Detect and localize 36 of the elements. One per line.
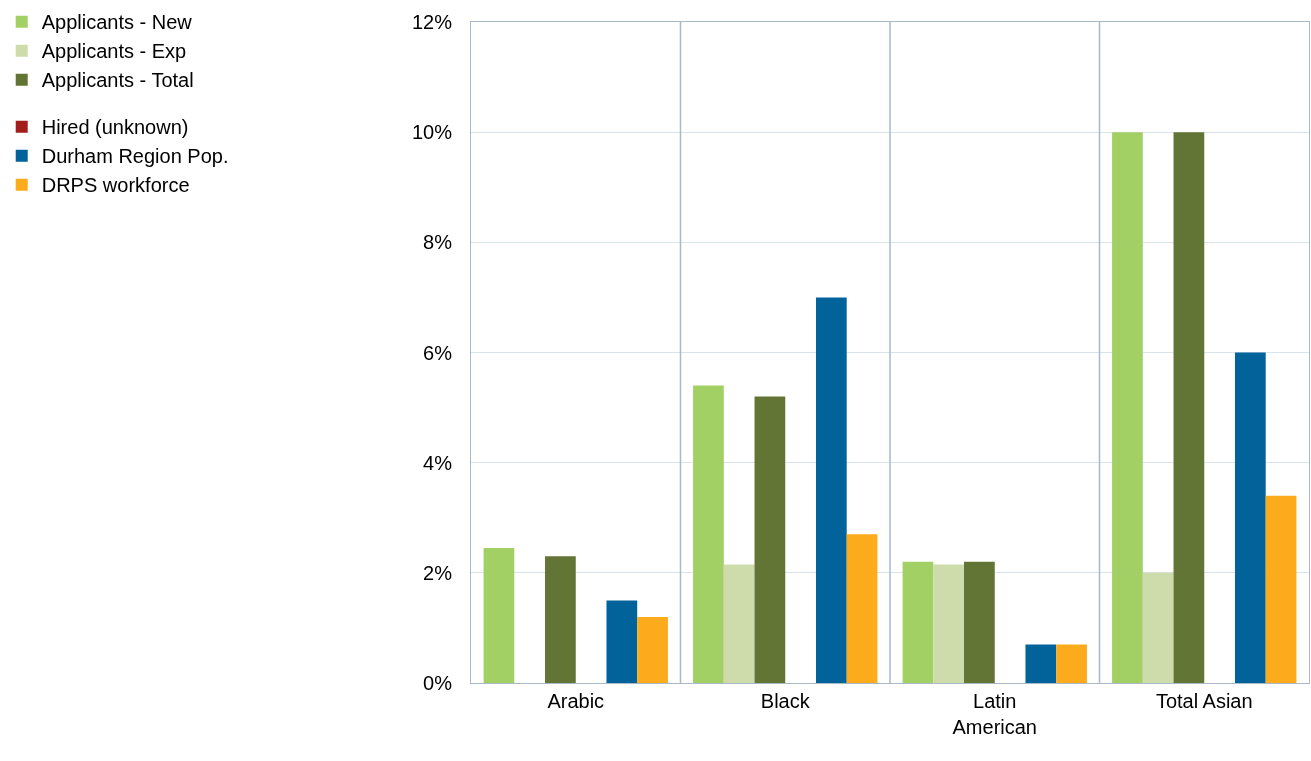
bar	[606, 600, 638, 683]
x-tick-label: Total Asian	[1155, 690, 1253, 712]
bar	[1265, 495, 1297, 683]
legend-label: Hired (unknown)	[41, 116, 189, 139]
legend-label: Applicants - New	[41, 11, 193, 34]
y-tick-label: 2%	[423, 561, 453, 584]
y-tick-label: 0%	[423, 672, 453, 694]
x-tick-label: Arabic	[547, 690, 605, 712]
y-tick-label: 10%	[411, 121, 453, 144]
legend-label: DRPS workforce	[41, 174, 190, 197]
y-tick-label: 12%	[411, 11, 453, 33]
y-tick-label: 8%	[423, 231, 453, 254]
legend-label: Durham Region Pop.	[41, 145, 229, 168]
bar	[964, 561, 995, 683]
bar	[1025, 644, 1057, 683]
legend-label: Applicants - Exp	[41, 40, 187, 63]
x-tick-label: Black	[760, 690, 811, 712]
x-tick-label: Latin American	[952, 690, 1037, 738]
bar	[545, 556, 576, 683]
bar	[693, 385, 724, 683]
bar	[723, 564, 755, 683]
bar	[1142, 572, 1174, 683]
bar	[637, 616, 668, 683]
bar	[902, 561, 934, 683]
bar	[754, 396, 786, 683]
y-tick-label: 6%	[423, 341, 453, 364]
bar	[1234, 352, 1266, 683]
bar	[1056, 644, 1087, 683]
bar	[1173, 132, 1205, 683]
bar	[846, 534, 878, 683]
legend-label: Applicants - Total	[41, 69, 194, 92]
bar	[483, 548, 515, 683]
bar	[815, 297, 847, 683]
y-tick-label: 4%	[423, 451, 453, 474]
bar	[1112, 132, 1143, 683]
bar	[933, 564, 965, 683]
